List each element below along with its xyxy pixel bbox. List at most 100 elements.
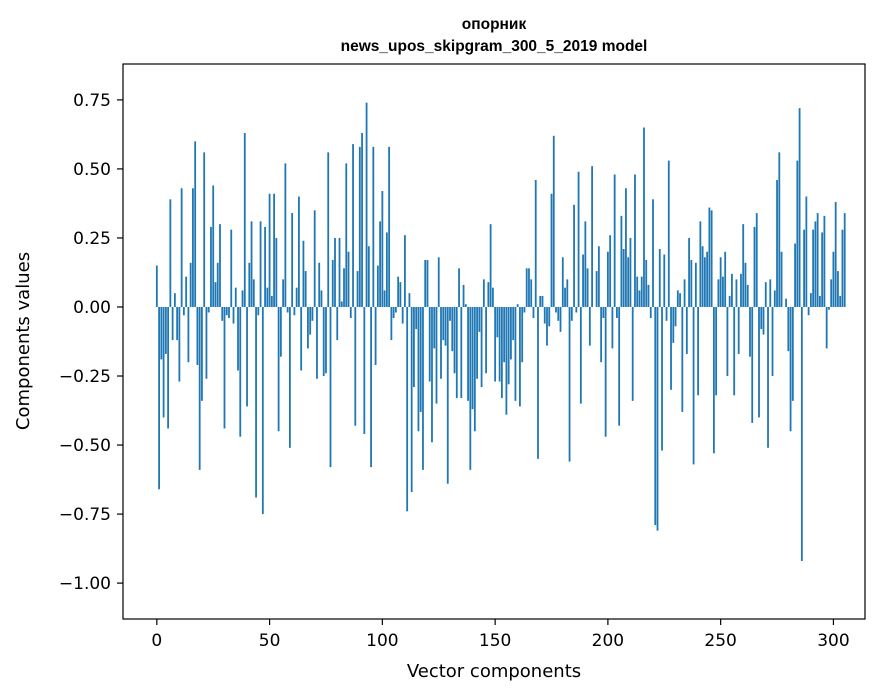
bar-16 bbox=[192, 188, 194, 307]
bar-175 bbox=[550, 193, 553, 307]
bar-9 bbox=[176, 306, 179, 341]
y-tick-label-0: 0.75 bbox=[73, 91, 111, 111]
bar-191 bbox=[586, 268, 589, 307]
x-tick-label-250: 250 bbox=[704, 631, 736, 651]
x-tick-label-200: 200 bbox=[592, 631, 624, 651]
bar-266 bbox=[755, 213, 758, 307]
bar-103 bbox=[388, 146, 391, 307]
bar-207 bbox=[622, 249, 625, 307]
bar-37 bbox=[239, 306, 242, 437]
bar-135 bbox=[460, 306, 463, 399]
bar-50 bbox=[268, 193, 271, 307]
bar-173 bbox=[546, 306, 548, 346]
bar-258 bbox=[737, 306, 740, 354]
bar-196 bbox=[597, 246, 600, 307]
bar-299 bbox=[830, 279, 833, 307]
bar-65 bbox=[302, 240, 305, 307]
bar-15 bbox=[189, 262, 192, 307]
bar-62 bbox=[295, 287, 298, 307]
bar-211 bbox=[631, 306, 634, 401]
bar-113 bbox=[410, 306, 413, 492]
bar-78 bbox=[331, 260, 334, 307]
bar-185 bbox=[573, 204, 575, 307]
bar-160 bbox=[516, 304, 519, 307]
bar-189 bbox=[582, 254, 584, 307]
bar-302 bbox=[837, 271, 839, 307]
bar-295 bbox=[821, 232, 824, 307]
bar-94 bbox=[367, 246, 370, 307]
bar-276 bbox=[778, 152, 781, 307]
bar-93 bbox=[365, 102, 368, 307]
bar-193 bbox=[591, 166, 593, 307]
bar-181 bbox=[564, 287, 566, 307]
bar-13 bbox=[185, 276, 188, 307]
bar-125 bbox=[437, 257, 440, 307]
bar-67 bbox=[307, 306, 309, 349]
bar-104 bbox=[390, 306, 393, 341]
bar-24 bbox=[210, 226, 212, 307]
bar-178 bbox=[557, 306, 560, 321]
bar-188 bbox=[579, 306, 582, 404]
bar-218 bbox=[647, 284, 650, 307]
bar-234 bbox=[683, 279, 686, 307]
bar-86 bbox=[349, 306, 352, 319]
bar-49 bbox=[266, 287, 269, 307]
bar-96 bbox=[372, 146, 375, 307]
bar-250 bbox=[719, 257, 722, 307]
bar-275 bbox=[776, 179, 778, 307]
bar-282 bbox=[791, 306, 794, 401]
bar-79 bbox=[334, 237, 336, 307]
bar-231 bbox=[676, 290, 679, 307]
bar-114 bbox=[413, 306, 415, 388]
bar-280 bbox=[787, 306, 790, 352]
x-tick-label-0: 0 bbox=[151, 631, 162, 651]
bar-29 bbox=[221, 306, 224, 321]
bar-284 bbox=[796, 160, 799, 307]
bar-26 bbox=[214, 282, 217, 307]
bar-223 bbox=[658, 249, 661, 307]
bar-167 bbox=[532, 306, 535, 319]
bar-222 bbox=[656, 306, 659, 531]
bar-120 bbox=[426, 260, 429, 307]
bar-143 bbox=[478, 306, 481, 332]
bar-11 bbox=[180, 188, 183, 307]
bar-131 bbox=[451, 306, 454, 352]
bar-241 bbox=[699, 221, 702, 307]
bar-242 bbox=[701, 246, 704, 307]
bar-43 bbox=[252, 279, 255, 307]
bar-3 bbox=[162, 306, 165, 418]
bar-71 bbox=[316, 306, 318, 379]
bar-273 bbox=[771, 306, 774, 377]
y-tick-label-7: −1.00 bbox=[59, 574, 111, 594]
x-tick-label-300: 300 bbox=[817, 631, 849, 651]
bar-57 bbox=[284, 163, 287, 307]
bar-22 bbox=[205, 306, 208, 379]
bar-7 bbox=[171, 306, 174, 341]
bar-238 bbox=[692, 306, 695, 465]
bar-134 bbox=[458, 268, 460, 307]
bar-5 bbox=[167, 306, 169, 429]
bar-201 bbox=[609, 235, 612, 307]
bar-36 bbox=[237, 306, 239, 371]
bar-248 bbox=[715, 306, 718, 396]
bar-263 bbox=[749, 306, 751, 357]
bar-264 bbox=[751, 306, 754, 423]
bar-128 bbox=[444, 306, 447, 346]
bar-152 bbox=[498, 306, 501, 382]
bar-34 bbox=[232, 306, 235, 324]
bar-243 bbox=[703, 257, 706, 307]
bar-151 bbox=[496, 306, 499, 338]
bar-123 bbox=[433, 306, 436, 349]
bar-107 bbox=[397, 276, 400, 307]
bar-235 bbox=[685, 306, 688, 354]
bar-145 bbox=[482, 279, 485, 307]
bar-283 bbox=[794, 243, 796, 307]
bar-46 bbox=[259, 221, 262, 307]
bar-244 bbox=[706, 251, 709, 307]
bar-190 bbox=[584, 221, 587, 307]
bar-169 bbox=[537, 306, 539, 459]
bar-239 bbox=[694, 262, 697, 307]
bar-27 bbox=[216, 262, 219, 307]
bar-80 bbox=[336, 306, 339, 341]
